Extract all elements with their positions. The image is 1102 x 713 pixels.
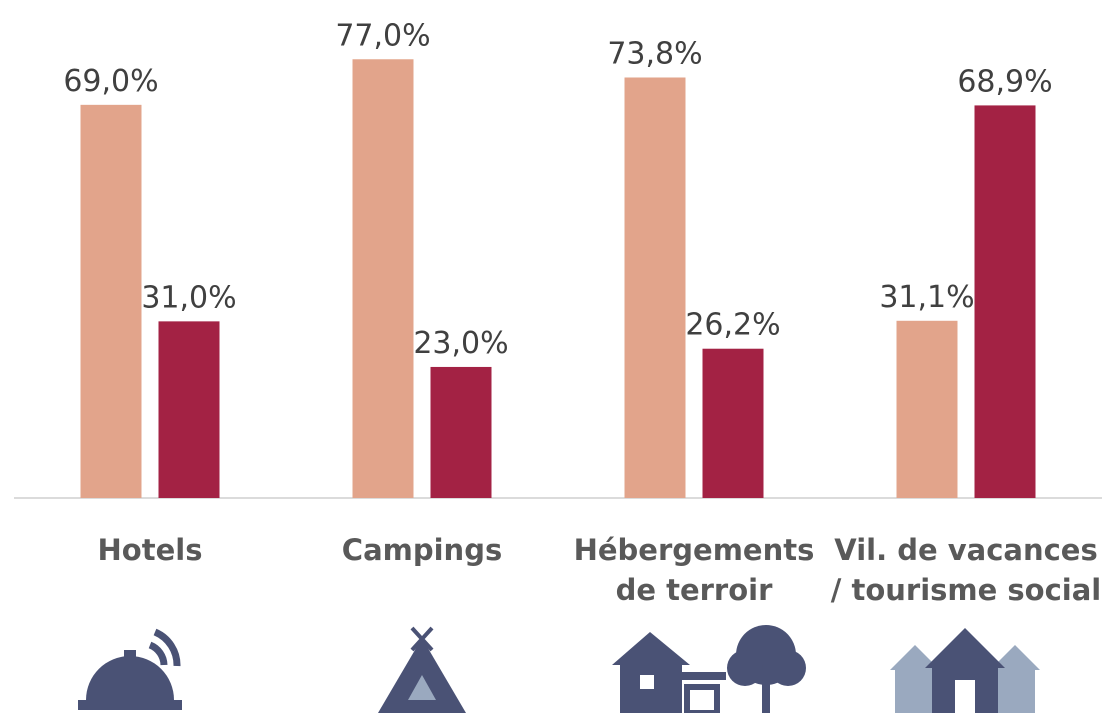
data-label: 73,8% — [607, 36, 702, 71]
bar — [702, 348, 764, 498]
bar — [974, 105, 1036, 498]
bar — [430, 366, 492, 498]
x-tick-label: Hotels — [97, 533, 203, 567]
x-tick-label: Vil. de vacances / tourisme social — [830, 533, 1102, 607]
data-label: 31,0% — [141, 280, 236, 315]
data-label: 31,1% — [879, 280, 974, 315]
bar — [624, 77, 686, 498]
data-label: 77,0% — [335, 18, 430, 53]
icon-tent — [378, 626, 466, 713]
data-label: 26,2% — [685, 308, 780, 343]
bar — [80, 104, 142, 498]
icon-house-tree — [612, 625, 806, 713]
bar — [158, 321, 220, 498]
bar — [352, 59, 414, 499]
x-tick-label: Campings — [341, 533, 503, 567]
data-label: 69,0% — [63, 64, 158, 99]
icon-bell — [78, 628, 182, 710]
bar — [896, 320, 958, 498]
data-label: 23,0% — [413, 326, 508, 361]
x-tick-label: Hébergements de terroir — [573, 533, 815, 607]
data-label: 68,9% — [957, 64, 1052, 99]
icon-houses — [890, 628, 1040, 713]
